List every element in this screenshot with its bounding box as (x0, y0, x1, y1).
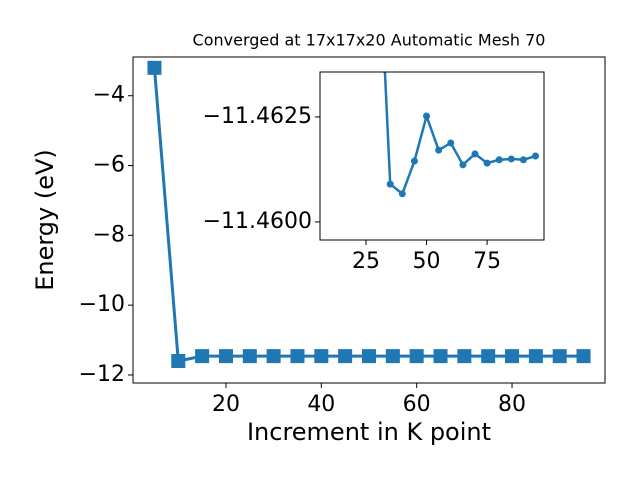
y-tick-label: −10 (79, 292, 125, 317)
marker (483, 159, 491, 167)
marker (457, 349, 472, 364)
marker (398, 190, 406, 198)
marker (362, 349, 376, 364)
marker (507, 155, 515, 163)
axes-frame (132, 56, 606, 384)
marker (528, 349, 543, 364)
marker (195, 349, 210, 364)
x-tick-label: 60 (403, 392, 431, 417)
marker (290, 349, 305, 364)
marker (447, 139, 455, 147)
marker (218, 349, 233, 364)
x-tick-label: 80 (498, 392, 526, 417)
marker (481, 349, 496, 364)
marker (532, 152, 540, 160)
series (147, 60, 591, 369)
marker (147, 60, 162, 75)
marker (495, 156, 503, 164)
marker (314, 349, 329, 364)
marker (433, 349, 448, 364)
y-tick-label: −11.4625 (203, 104, 312, 129)
marker (338, 349, 353, 364)
marker (386, 180, 394, 188)
marker (459, 161, 467, 169)
marker (519, 156, 527, 164)
x-tick-label: 50 (413, 249, 441, 274)
marker (423, 112, 431, 120)
marker (409, 349, 424, 364)
y-tick-label: −11.4600 (203, 209, 312, 234)
marker (471, 150, 479, 158)
y-tick-label: −12 (79, 362, 125, 387)
marker (435, 146, 443, 154)
marker (576, 349, 591, 364)
chart-title: Converged at 17x17x20 Automatic Mesh 70 (193, 31, 546, 50)
y-tick-label: −4 (93, 83, 125, 108)
marker (242, 349, 257, 364)
series (383, 72, 540, 198)
x-axis-label: Increment in K point (247, 418, 491, 446)
marker (505, 349, 520, 364)
x-tick-label: 20 (212, 392, 240, 417)
axes-frame (319, 71, 545, 241)
marker (171, 354, 186, 369)
y-axis-label: Energy (eV) (31, 149, 59, 291)
marker (410, 157, 418, 165)
x-tick-label: 40 (307, 392, 335, 417)
marker (385, 349, 400, 364)
plot-area (320, 72, 544, 240)
x-tick-label: 75 (473, 249, 501, 274)
y-tick-label: −8 (93, 222, 125, 247)
marker (552, 349, 567, 364)
x-tick-label: 25 (352, 249, 380, 274)
marker (266, 349, 281, 364)
y-tick-label: −6 (93, 153, 125, 178)
